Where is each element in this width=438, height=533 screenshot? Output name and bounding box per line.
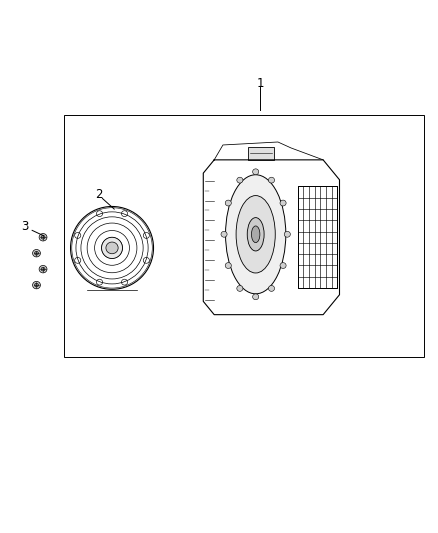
Ellipse shape [41, 267, 45, 271]
Ellipse shape [106, 242, 118, 254]
Ellipse shape [237, 177, 243, 183]
Text: 3: 3 [21, 220, 28, 233]
Ellipse shape [102, 237, 123, 259]
Ellipse shape [280, 200, 286, 206]
Bar [248, 147, 274, 160]
Ellipse shape [251, 226, 260, 243]
Ellipse shape [247, 217, 264, 251]
Ellipse shape [225, 263, 231, 269]
Ellipse shape [39, 265, 47, 273]
Text: 1: 1 [257, 77, 264, 90]
Ellipse shape [268, 177, 275, 183]
Ellipse shape [35, 283, 39, 287]
Bar [64, 115, 424, 357]
Ellipse shape [237, 286, 243, 292]
Ellipse shape [221, 231, 227, 237]
Ellipse shape [41, 236, 45, 239]
Ellipse shape [284, 231, 290, 237]
Ellipse shape [35, 252, 39, 255]
Text: 2: 2 [95, 188, 102, 201]
Ellipse shape [236, 196, 275, 273]
Ellipse shape [253, 169, 259, 175]
Ellipse shape [32, 281, 40, 289]
Ellipse shape [226, 175, 286, 294]
Ellipse shape [280, 263, 286, 269]
Ellipse shape [253, 294, 259, 300]
Ellipse shape [268, 286, 275, 292]
Ellipse shape [39, 233, 47, 241]
Bar [297, 187, 337, 288]
Ellipse shape [225, 200, 231, 206]
Ellipse shape [32, 249, 40, 257]
